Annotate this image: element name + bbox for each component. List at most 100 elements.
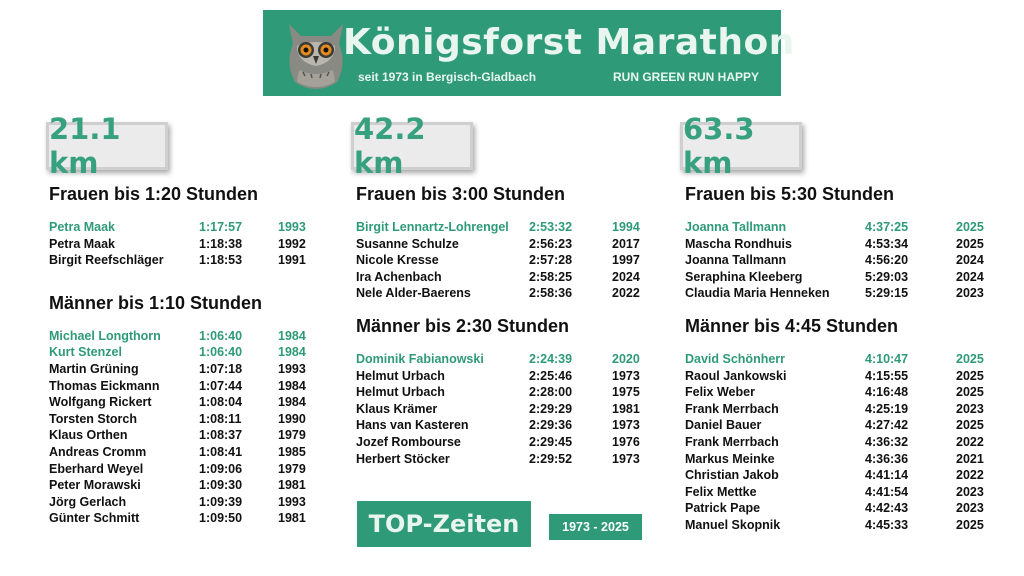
runner-name: Nele Alder-Baerens — [356, 286, 471, 301]
years-badge: 1973 - 2025 — [549, 514, 642, 540]
race-year: 2024 — [956, 253, 984, 268]
finish-time: 4:36:32 — [865, 434, 909, 449]
race-year: 1975 — [612, 385, 640, 400]
race-year: 1984 — [278, 395, 306, 410]
finish-time: 1:09:06 — [199, 461, 243, 476]
runner-name: Petra Maak — [49, 220, 116, 234]
finish-time: 1:08:11 — [199, 411, 242, 426]
section-title: Männer bis 1:10 Stunden — [49, 292, 263, 313]
section-spacer — [49, 270, 319, 293]
finish-time: 1:18:53 — [199, 253, 243, 268]
finish-time: 4:15:55 — [865, 368, 909, 383]
distance-label: 63.3 km — [683, 112, 755, 180]
finish-time: 1:09:30 — [199, 478, 243, 493]
runner-name: Klaus Orthen — [49, 428, 128, 443]
result-row: Markus Meinke 4:36:36 2021 — [685, 452, 990, 469]
race-year: 2022 — [956, 468, 984, 483]
race-year: 2023 — [956, 286, 984, 301]
race-year: 1991 — [278, 253, 306, 268]
finish-time: 4:53:34 — [865, 236, 909, 251]
race-year: 1973 — [612, 368, 640, 383]
results-list: Joanna Tallmann 4:37:25 2025 Mascha Rondhui… — [685, 220, 990, 303]
section-spacer — [356, 303, 646, 316]
finish-time: 4:56:20 — [865, 253, 909, 268]
banner-slogan: RUN GREEN RUN HAPPY — [612, 70, 759, 84]
owl-icon — [289, 24, 343, 89]
runner-name: Joanna Tallmann — [685, 253, 787, 268]
runner-name: Wolfgang Rickert — [49, 395, 152, 410]
runner-name: Daniel Bauer — [685, 418, 762, 433]
result-row: Claudia Maria Henneken 5:29:15 2023 — [685, 286, 990, 303]
runner-name: Felix Mettke — [685, 484, 757, 499]
result-row: David Schönherr 4:10:47 2025 — [685, 352, 990, 369]
runner-name: Dominik Fabianowski — [356, 351, 484, 366]
finish-time: 4:10:47 — [865, 351, 909, 366]
finish-time: 1:18:38 — [199, 236, 243, 251]
race-year: 2017 — [612, 236, 640, 251]
result-row: Felix Mettke 4:41:54 2023 — [685, 485, 990, 502]
runner-name: Helmut Urbach — [356, 368, 445, 383]
result-row: Jozef Rombourse 2:29:45 1976 — [356, 435, 646, 452]
result-row: Torsten Storch 1:08:11 1990 — [49, 412, 319, 429]
results-list: Michael Longthorn 1:06:40 1984 Kurt Stenzel… — [49, 329, 319, 528]
top-times-badge: TOP-Zeiten — [357, 501, 531, 547]
race-year: 1993 — [278, 220, 306, 234]
runner-name: Jörg Gerlach — [49, 494, 127, 509]
finish-time: 4:37:25 — [865, 220, 909, 234]
result-row: Helmut Urbach 2:28:00 1975 — [356, 385, 646, 402]
results-list: David Schönherr 4:10:47 2025 Raoul Jankowsk… — [685, 352, 990, 535]
result-row: Frank Merrbach 4:36:32 2022 — [685, 435, 990, 452]
banner-subtitle: seit 1973 in Bergisch-Gladbach — [358, 70, 537, 84]
race-year: 2025 — [956, 220, 984, 234]
race-year: 2022 — [956, 434, 984, 449]
race-year: 1984 — [278, 345, 306, 360]
result-row: Seraphina Kleeberg 5:29:03 2024 — [685, 270, 990, 287]
finish-time: 4:45:33 — [865, 517, 909, 532]
results-column-42km: Frauen bis 3:00 Stunden Birgit Lennartz-L… — [356, 184, 646, 468]
finish-time: 2:29:45 — [529, 434, 573, 449]
runner-name: Günter Schmitt — [49, 511, 140, 526]
banner-title: Königsforst Marathon — [343, 22, 795, 63]
header-banner: Königsforst Marathon seit 1973 in Bergis… — [263, 10, 794, 96]
race-year: 2025 — [956, 351, 984, 366]
runner-name: Jozef Rombourse — [356, 434, 461, 449]
race-year: 2024 — [956, 269, 984, 284]
section-title: Männer bis 2:30 Stunden — [356, 315, 570, 336]
runner-name: Manuel Skopnik — [685, 517, 781, 532]
finish-time: 1:08:41 — [199, 444, 243, 459]
finish-time: 4:41:54 — [865, 484, 909, 499]
result-row: Frank Merrbach 4:25:19 2023 — [685, 402, 990, 419]
runner-name: Petra Maak — [49, 236, 116, 251]
runner-name: Felix Weber — [685, 385, 755, 400]
finish-time: 2:58:36 — [529, 286, 573, 301]
result-row: Kurt Stenzel 1:06:40 1984 — [49, 345, 319, 362]
result-row: Nicole Kresse 2:57:28 1997 — [356, 253, 646, 270]
runner-name: David Schönherr — [685, 351, 786, 366]
results-list: Petra Maak 1:17:57 1993 Petra Maak 1:18:38 19… — [49, 220, 319, 270]
result-row: Christian Jakob 4:41:14 2022 — [685, 468, 990, 485]
distance-box-ultra: 63.3 km — [680, 112, 802, 180]
runner-name: Joanna Tallmann — [685, 220, 787, 234]
runner-name: Markus Meinke — [685, 451, 775, 466]
runner-name: Seraphina Kleeberg — [685, 269, 803, 284]
women-section: Frauen bis 1:20 Stunden Petra Maak 1:17:57… — [49, 184, 319, 293]
top-times-label: TOP-Zeiten — [368, 510, 520, 538]
result-row: Joanna Tallmann 4:37:25 2025 — [685, 220, 990, 237]
men-section: Männer bis 1:10 Stunden Michael Longthorn… — [49, 293, 319, 528]
runner-name: Mascha Rondhuis — [685, 236, 792, 251]
finish-time: 2:29:52 — [529, 451, 573, 466]
race-year: 1979 — [278, 461, 306, 476]
race-year: 2022 — [612, 286, 640, 301]
finish-time: 1:09:39 — [199, 494, 243, 509]
race-year: 1979 — [278, 428, 306, 443]
runner-name: Ira Achenbach — [356, 269, 442, 284]
results-column-63km: Frauen bis 5:30 Stunden Joanna Tallmann 4:… — [685, 184, 990, 535]
finish-time: 1:07:44 — [199, 378, 243, 393]
result-row: Daniel Bauer 4:27:42 2025 — [685, 418, 990, 435]
runner-name: Christian Jakob — [685, 468, 779, 483]
runner-name: Nicole Kresse — [356, 253, 439, 268]
distance-box-half: 21.1 km — [46, 112, 168, 180]
distance-label: 21.1 km — [49, 112, 121, 180]
race-year: 2020 — [612, 351, 640, 366]
race-year: 2025 — [956, 418, 984, 433]
